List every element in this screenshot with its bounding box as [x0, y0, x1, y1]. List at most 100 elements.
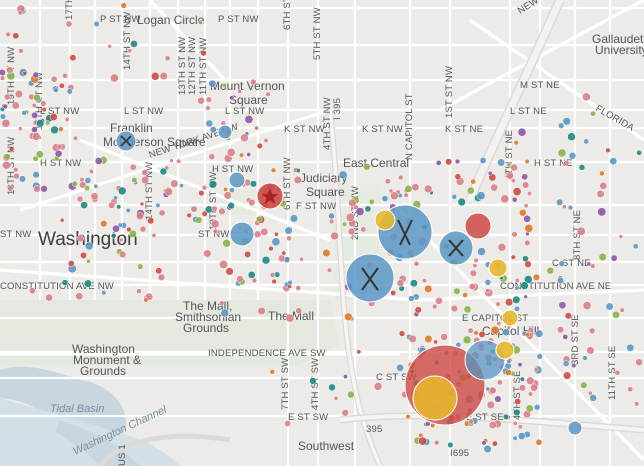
restaurant-marker[interactable] [22, 70, 28, 76]
restaurant-marker[interactable] [84, 177, 92, 184]
restaurant-marker[interactable] [478, 330, 486, 338]
restaurant-marker[interactable] [524, 332, 531, 338]
restaurant-marker[interactable] [201, 210, 208, 217]
restaurant-marker[interactable] [527, 391, 534, 397]
restaurant-marker[interactable] [524, 223, 534, 233]
restaurant-marker[interactable] [61, 279, 69, 286]
restaurant-marker[interactable] [587, 390, 593, 396]
restaurant-marker[interactable] [65, 20, 73, 28]
restaurant-marker[interactable] [13, 172, 20, 180]
restaurant-marker[interactable] [0, 69, 6, 76]
restaurant-marker[interactable] [107, 44, 112, 49]
restaurant-marker[interactable] [198, 19, 203, 25]
restaurant-marker[interactable] [12, 32, 20, 40]
restaurant-marker[interactable] [468, 418, 474, 425]
restaurant-marker[interactable] [433, 339, 438, 345]
restaurant-marker[interactable] [100, 220, 108, 228]
restaurant-marker[interactable] [112, 224, 120, 233]
restaurant-marker[interactable] [440, 333, 448, 341]
restaurant-marker[interactable] [520, 281, 529, 290]
restaurant-marker[interactable] [170, 179, 179, 188]
restaurant-marker[interactable] [523, 203, 529, 209]
restaurant-marker[interactable] [281, 250, 287, 256]
restaurant-marker[interactable] [618, 234, 624, 239]
restaurant-marker[interactable] [1, 118, 11, 128]
restaurant-marker[interactable] [116, 204, 122, 210]
restaurant-marker[interactable] [524, 239, 531, 246]
restaurant-marker[interactable] [2, 160, 11, 170]
restaurant-marker[interactable] [131, 177, 138, 183]
restaurant-marker[interactable] [510, 178, 516, 184]
restaurant-marker[interactable] [94, 157, 103, 165]
restaurant-marker[interactable] [479, 157, 487, 164]
restaurant-marker[interactable] [612, 310, 620, 319]
restaurant-marker[interactable] [155, 267, 163, 275]
restaurant-marker[interactable] [80, 201, 88, 209]
restaurant-marker[interactable] [17, 10, 23, 16]
restaurant-marker[interactable] [256, 142, 263, 149]
restaurant-marker[interactable] [286, 235, 292, 242]
restaurant-marker[interactable] [32, 71, 40, 79]
restaurant-marker[interactable] [244, 115, 254, 124]
restaurant-marker[interactable] [598, 252, 607, 262]
restaurant-marker[interactable] [130, 40, 138, 48]
restaurant-marker[interactable] [284, 420, 291, 427]
restaurant-marker[interactable] [157, 273, 166, 281]
restaurant-marker[interactable] [578, 164, 586, 171]
restaurant-marker[interactable] [409, 279, 418, 288]
restaurant-marker[interactable] [347, 227, 356, 236]
restaurant-marker[interactable] [562, 360, 570, 367]
restaurant-marker[interactable] [424, 334, 433, 344]
restaurant-marker[interactable] [125, 207, 131, 213]
restaurant-marker[interactable] [568, 152, 577, 160]
restaurant-marker[interactable] [473, 330, 479, 336]
restaurant-marker[interactable] [519, 376, 525, 382]
restaurant-marker[interactable] [18, 175, 27, 183]
restaurant-cluster-marker[interactable] [501, 309, 519, 327]
restaurant-marker[interactable] [128, 229, 137, 238]
restaurant-marker[interactable] [505, 298, 514, 307]
restaurant-marker[interactable] [141, 169, 149, 176]
restaurant-marker[interactable] [536, 353, 543, 360]
restaurant-marker[interactable] [159, 71, 168, 81]
restaurant-marker[interactable] [247, 271, 256, 279]
restaurant-marker[interactable] [485, 288, 491, 294]
restaurant-marker[interactable] [93, 183, 99, 189]
restaurant-marker[interactable] [227, 201, 235, 210]
restaurant-marker[interactable] [510, 163, 518, 172]
restaurant-marker[interactable] [521, 173, 529, 181]
restaurant-marker[interactable] [512, 435, 518, 441]
restaurant-marker[interactable] [523, 294, 528, 299]
restaurant-marker[interactable] [219, 260, 228, 269]
restaurant-marker[interactable] [62, 73, 68, 79]
restaurant-marker[interactable] [45, 120, 51, 126]
restaurant-marker[interactable] [530, 383, 539, 392]
restaurant-marker[interactable] [75, 292, 84, 301]
restaurant-marker[interactable] [79, 177, 85, 183]
restaurant-marker[interactable] [497, 243, 507, 252]
restaurant-marker[interactable] [434, 440, 440, 446]
restaurant-marker[interactable] [557, 326, 565, 334]
restaurant-marker[interactable] [502, 413, 509, 420]
restaurant-marker[interactable] [341, 409, 349, 417]
restaurant-marker[interactable] [396, 279, 405, 287]
restaurant-marker[interactable] [473, 257, 479, 263]
restaurant-marker[interactable] [558, 301, 567, 310]
restaurant-marker[interactable] [408, 295, 415, 302]
restaurant-cluster-marker[interactable] [345, 253, 395, 303]
restaurant-marker[interactable] [454, 158, 461, 165]
restaurant-marker[interactable] [0, 75, 6, 81]
restaurant-marker[interactable] [71, 180, 78, 187]
restaurant-marker[interactable] [83, 279, 93, 288]
restaurant-marker[interactable] [558, 122, 565, 129]
restaurant-marker[interactable] [113, 195, 118, 201]
restaurant-marker[interactable] [355, 207, 365, 216]
restaurant-marker[interactable] [496, 320, 502, 326]
restaurant-marker[interactable] [563, 160, 570, 167]
restaurant-cluster-marker[interactable] [464, 339, 506, 381]
restaurant-marker[interactable] [562, 334, 569, 340]
restaurant-marker[interactable] [211, 205, 218, 212]
restaurant-marker[interactable] [526, 191, 532, 196]
restaurant-marker[interactable] [411, 183, 420, 192]
restaurant-marker[interactable] [218, 207, 226, 215]
